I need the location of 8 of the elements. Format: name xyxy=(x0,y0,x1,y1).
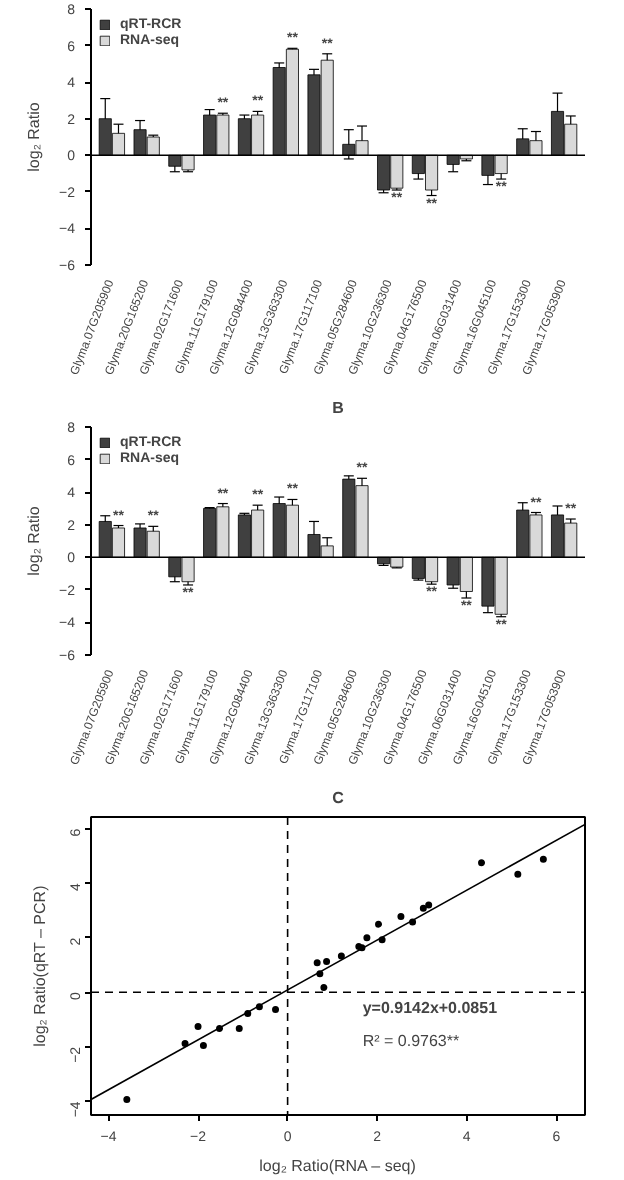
y-axis-title: log₂ Ratio xyxy=(25,101,44,172)
chart-title: C xyxy=(332,789,345,807)
y-axis-title: log₂ Ratio(qRT – PCR) xyxy=(31,884,49,1047)
y-axis-title: log₂ Ratio xyxy=(25,505,44,576)
annotation: R² = 0.9763** xyxy=(362,1031,460,1050)
x-axis-title: log₂ Ratio(RNA – seq) xyxy=(259,1157,417,1175)
chart-title: B xyxy=(332,399,345,417)
annotation: y=0.9142x+0.0851 xyxy=(362,998,499,1017)
